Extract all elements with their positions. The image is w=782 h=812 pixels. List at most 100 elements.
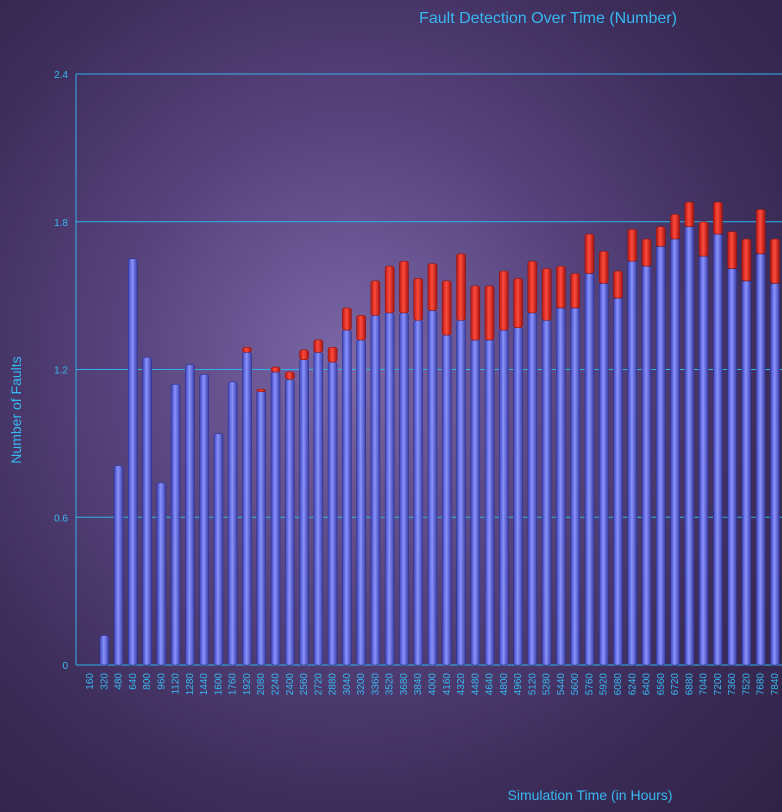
bar-faults-additional — [727, 231, 737, 269]
bar-faults-base — [641, 265, 652, 666]
bar-faults-additional — [242, 347, 252, 353]
bar-faults-additional — [342, 307, 352, 331]
bar-faults-base — [713, 233, 723, 666]
bar-faults-additional — [655, 226, 666, 247]
bar-faults-additional — [527, 260, 538, 314]
x-tick-label: 1120 — [171, 673, 182, 695]
x-tick-label: 800 — [142, 673, 153, 690]
x-tick-label: 4480 — [470, 673, 481, 696]
x-tick-label: 4160 — [442, 673, 453, 696]
bar-faults-base — [684, 226, 695, 666]
x-axis-label: Simulation Time (in Hours) — [507, 787, 673, 803]
bar-faults-additional — [313, 339, 324, 353]
bar-faults-base — [356, 339, 366, 666]
bar-faults-base — [513, 327, 523, 666]
bar-faults-additional — [270, 366, 281, 373]
x-tick-label: 7840 — [770, 673, 781, 696]
x-tick-label: 2240 — [271, 673, 282, 696]
bar-faults-base — [741, 280, 752, 666]
bar-faults-additional — [299, 349, 309, 360]
bar-faults-base — [655, 246, 666, 666]
bar-faults-additional — [284, 371, 295, 380]
y-tick-label: 1.2 — [54, 366, 68, 377]
bar-faults-base — [541, 319, 552, 666]
bar-faults-additional — [584, 233, 595, 274]
bar-faults-base — [456, 319, 466, 666]
x-tick-label: 7360 — [727, 673, 738, 696]
bar-faults-additional — [641, 238, 652, 267]
x-tick-label: 320 — [99, 673, 110, 690]
bar-faults-base — [441, 334, 452, 666]
bar-faults-base — [213, 433, 224, 666]
bar-faults-additional — [598, 251, 609, 284]
x-tick-label: 1440 — [199, 673, 210, 696]
x-tick-label: 5920 — [599, 673, 610, 696]
bar-faults-additional — [770, 238, 780, 284]
x-tick-label: 7040 — [699, 673, 710, 696]
bar-faults-base — [199, 374, 209, 666]
bar-faults-additional — [741, 238, 752, 282]
bar-faults-additional — [698, 221, 709, 257]
bar-faults-base — [598, 283, 609, 666]
bar-faults-base — [270, 371, 281, 666]
bar-faults-additional — [327, 347, 338, 363]
bar-faults-additional — [456, 253, 466, 321]
bar-faults-base — [185, 364, 195, 666]
bar-faults-base — [284, 379, 295, 666]
bar-faults-base — [584, 273, 595, 666]
x-tick-label: 3680 — [399, 673, 410, 696]
x-tick-label: 6880 — [684, 673, 695, 696]
bar-faults-base — [399, 312, 409, 666]
x-tick-label: 480 — [114, 673, 125, 690]
bar-faults-base — [770, 283, 780, 666]
x-tick-label: 1920 — [242, 673, 253, 696]
y-tick-label: 0.6 — [54, 513, 68, 524]
x-tick-label: 3360 — [370, 673, 381, 696]
bar-faults-additional — [499, 270, 509, 331]
bar-faults-additional — [541, 268, 552, 321]
bar-faults-base — [99, 635, 110, 666]
bar-faults-base — [327, 361, 338, 666]
bar-faults-additional — [399, 260, 409, 314]
x-tick-label: 1760 — [228, 673, 239, 696]
x-tick-label: 5120 — [527, 673, 538, 696]
bar-faults-additional — [484, 285, 495, 341]
x-tick-label: 3520 — [385, 673, 396, 696]
bar-faults-additional — [713, 201, 723, 235]
x-tick-label: 6080 — [613, 673, 624, 696]
bar-faults-base — [256, 391, 267, 666]
bar-faults-additional — [370, 280, 381, 316]
bar-faults-base — [470, 339, 481, 666]
bar-faults-base — [556, 307, 566, 666]
x-tick-label: 2560 — [299, 673, 310, 696]
chart-title: Fault Detection Over Time (Number) — [419, 10, 677, 27]
x-tick-label: 4320 — [456, 673, 467, 696]
x-tick-label: 1600 — [213, 673, 224, 696]
bar-faults-base — [384, 312, 395, 666]
x-tick-label: 2720 — [313, 673, 324, 696]
x-tick-label: 2400 — [285, 673, 296, 696]
bar-faults-additional — [613, 270, 623, 299]
bar-faults-additional — [556, 265, 566, 309]
bar-faults-base — [142, 356, 152, 666]
bar-faults-additional — [356, 315, 366, 341]
x-tick-label: 5600 — [570, 673, 581, 696]
x-tick-label: 640 — [128, 673, 139, 690]
bar-faults-additional — [413, 278, 424, 321]
bar-faults-base — [527, 312, 538, 666]
bar-faults-base — [570, 307, 580, 666]
bar-faults-base — [484, 339, 495, 666]
bar-faults-base — [413, 319, 424, 666]
bar-faults-base — [698, 255, 709, 666]
x-tick-label: 4640 — [485, 673, 496, 696]
x-tick-label: 3200 — [356, 673, 367, 696]
x-tick-label: 7200 — [713, 673, 724, 696]
y-tick-label: 0 — [62, 661, 68, 672]
x-tick-label: 5440 — [556, 673, 567, 696]
x-tick-label: 4960 — [513, 673, 524, 696]
y-axis-label: Number of Faults — [8, 356, 24, 464]
bar-faults-additional — [627, 228, 638, 262]
bar-faults-base — [170, 383, 181, 666]
